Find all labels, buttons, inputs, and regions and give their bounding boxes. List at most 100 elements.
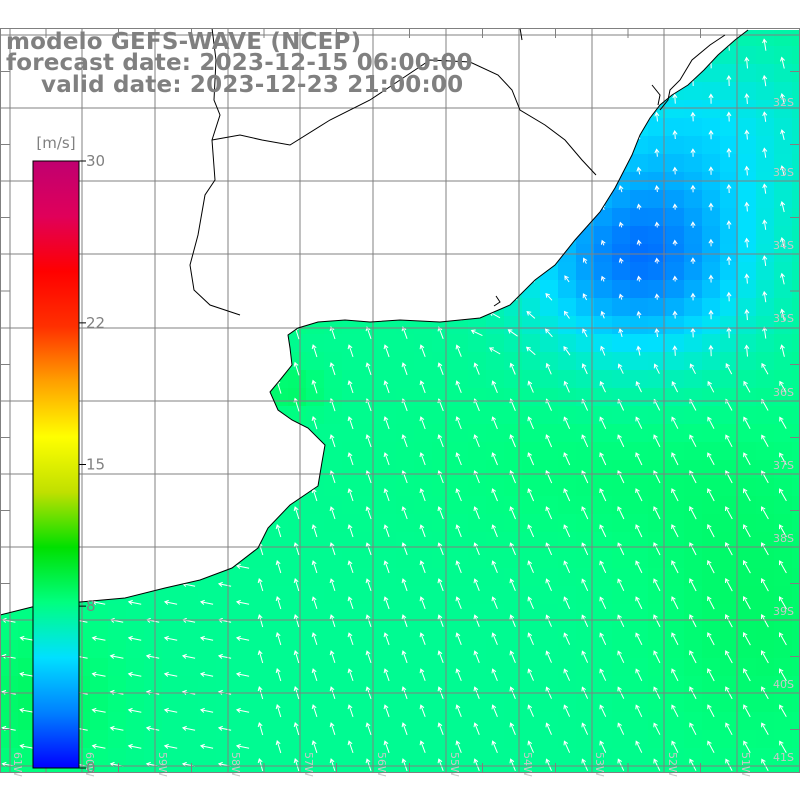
speed-cell xyxy=(342,352,361,371)
speed-cell xyxy=(792,46,800,65)
speed-cell xyxy=(486,568,505,587)
wind-arrow xyxy=(563,632,571,645)
wind-arrow xyxy=(743,380,751,393)
wind-arrow xyxy=(654,328,660,338)
speed-cell xyxy=(648,370,667,389)
longitude-label: 52W xyxy=(666,752,679,777)
wind-arrow xyxy=(526,310,536,319)
speed-cell xyxy=(432,424,451,443)
longitude-label: 55W xyxy=(448,752,461,777)
speed-cell xyxy=(540,586,559,605)
wind-arrow xyxy=(617,722,625,735)
speed-cell xyxy=(396,496,415,515)
speed-cell xyxy=(414,712,433,731)
speed-cell xyxy=(792,478,800,497)
speed-cell xyxy=(792,262,800,281)
speed-cell xyxy=(324,352,343,371)
speed-cell xyxy=(558,352,577,371)
speed-cell xyxy=(666,514,685,533)
speed-cell xyxy=(756,334,775,353)
wind-arrow xyxy=(635,632,643,646)
speed-cell xyxy=(756,640,775,659)
speed-cell xyxy=(720,586,739,605)
speed-cell xyxy=(162,730,181,749)
speed-cell xyxy=(198,712,217,731)
speed-cell xyxy=(468,712,487,731)
speed-cell xyxy=(558,676,577,695)
wind-arrow xyxy=(545,434,553,448)
speed-cell xyxy=(720,352,739,371)
speed-cell xyxy=(684,496,703,515)
speed-cell xyxy=(738,694,757,713)
speed-cell xyxy=(576,316,595,335)
wind-arrow xyxy=(582,257,588,264)
speed-cell xyxy=(792,496,800,515)
speed-cell xyxy=(612,334,631,353)
wind-arrow xyxy=(383,704,390,718)
wind-arrow xyxy=(163,743,178,749)
speed-cell xyxy=(594,514,613,533)
wind-arrow xyxy=(329,434,336,448)
speed-cell xyxy=(666,748,685,767)
speed-cell xyxy=(522,568,541,587)
speed-cell xyxy=(486,622,505,641)
speed-cell xyxy=(756,478,775,497)
speed-cell xyxy=(252,568,271,587)
speed-cell xyxy=(576,568,595,587)
speed-cell xyxy=(684,262,703,281)
wind-arrow xyxy=(653,542,661,556)
speed-cell xyxy=(648,478,667,497)
wind-arrow xyxy=(257,578,264,592)
wind-arrow xyxy=(455,596,462,609)
speed-cell xyxy=(684,568,703,587)
speed-cell xyxy=(360,586,379,605)
wind-arrow xyxy=(455,632,462,645)
wind-arrow xyxy=(780,129,786,141)
speed-cell xyxy=(792,370,800,389)
wind-arrow xyxy=(761,614,769,628)
speed-cell xyxy=(306,658,325,677)
speed-cell xyxy=(558,604,577,623)
speed-cell xyxy=(630,226,649,245)
wind-arrow xyxy=(455,488,462,502)
speed-cell xyxy=(630,352,649,371)
speed-cell xyxy=(792,442,800,461)
speed-cell xyxy=(360,748,379,767)
wind-arrow xyxy=(636,166,642,175)
speed-cell xyxy=(630,604,649,623)
wind-arrow xyxy=(600,275,606,282)
speed-cell xyxy=(792,388,800,407)
speed-cell xyxy=(540,694,559,713)
speed-cell xyxy=(72,766,91,773)
wind-arrow xyxy=(473,722,480,735)
speed-cell xyxy=(432,550,451,569)
speed-cell xyxy=(468,568,487,587)
speed-cell xyxy=(576,514,595,533)
speed-cell xyxy=(360,460,379,479)
speed-cell xyxy=(306,694,325,713)
speed-cell xyxy=(90,676,109,695)
latitude-label: 39S xyxy=(773,605,794,618)
speed-cell xyxy=(702,766,721,773)
wind-arrow xyxy=(365,614,372,628)
wind-arrow xyxy=(779,632,787,646)
speed-cell xyxy=(792,316,800,335)
speed-cell xyxy=(216,658,235,677)
speed-cell xyxy=(342,730,361,749)
speed-cell xyxy=(324,442,343,461)
speed-cell xyxy=(504,478,523,497)
speed-cell xyxy=(378,442,397,461)
wind-arrow xyxy=(653,363,660,374)
colorbar-tick-label: 0 xyxy=(86,759,96,777)
wind-arrow xyxy=(19,743,34,749)
wind-arrow xyxy=(599,596,607,610)
speed-cell xyxy=(774,118,793,137)
wind-arrow xyxy=(181,725,196,731)
speed-cell xyxy=(594,406,613,425)
wind-arrow xyxy=(527,524,535,538)
wind-arrow xyxy=(311,668,318,682)
speed-cell xyxy=(414,514,433,533)
speed-cell xyxy=(306,388,325,407)
wind-arrow xyxy=(689,614,697,628)
speed-cell xyxy=(342,586,361,605)
